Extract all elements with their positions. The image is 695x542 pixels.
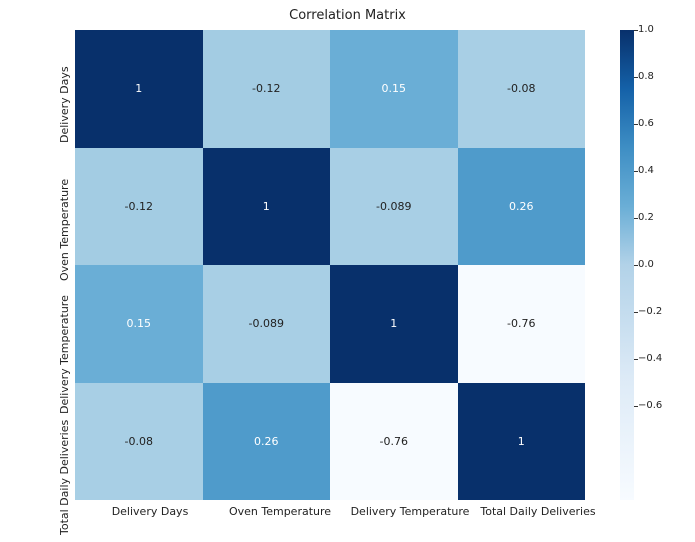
heatmap-cell: -0.089 — [203, 265, 331, 383]
colorbar-tick-label: −0.4 — [638, 353, 662, 364]
heatmap-row: -0.080.26-0.761 — [75, 383, 585, 501]
heatmap-cell: 1 — [330, 265, 458, 383]
heatmap-cell: 0.26 — [458, 148, 586, 266]
x-axis-label: Total Daily Deliveries — [468, 505, 608, 518]
heatmap-cell: -0.12 — [75, 148, 203, 266]
colorbar-tick-label: 0.4 — [638, 165, 654, 176]
y-axis-label: Total Daily Deliveries — [58, 412, 71, 542]
colorbar-tick-label: 0.2 — [638, 212, 654, 223]
heatmap-cell: -0.089 — [330, 148, 458, 266]
x-axis-label: Oven Temperature — [220, 505, 340, 518]
colorbar-tick-label: 0.6 — [638, 118, 654, 129]
x-axis-label: Delivery Days — [100, 505, 200, 518]
heatmap-cell: 0.26 — [203, 383, 331, 501]
x-axis-label: Delivery Temperature — [340, 505, 480, 518]
y-axis-label: Delivery Temperature — [58, 290, 71, 420]
colorbar-tick-label: 0.8 — [638, 71, 654, 82]
colorbar-tick-label: −0.6 — [638, 400, 662, 411]
heatmap-row: -0.121-0.0890.26 — [75, 148, 585, 266]
colorbar — [620, 30, 634, 500]
heatmap-cell: -0.76 — [330, 383, 458, 501]
heatmap-cell: 1 — [75, 30, 203, 148]
heatmap-grid: 1-0.120.15-0.08-0.121-0.0890.260.15-0.08… — [75, 30, 585, 500]
heatmap-cell: 1 — [458, 383, 586, 501]
heatmap-cell: -0.08 — [75, 383, 203, 501]
heatmap-row: 0.15-0.0891-0.76 — [75, 265, 585, 383]
colorbar-tick-label: −0.2 — [638, 306, 662, 317]
heatmap-cell: 1 — [203, 148, 331, 266]
heatmap-cell: 0.15 — [330, 30, 458, 148]
heatmap-row: 1-0.120.15-0.08 — [75, 30, 585, 148]
heatmap-cell: 0.15 — [75, 265, 203, 383]
colorbar-tick-label: 0.0 — [638, 259, 654, 270]
colorbar-tick-label: 1.0 — [638, 24, 654, 35]
chart-title: Correlation Matrix — [0, 8, 695, 23]
heatmap-cell: -0.12 — [203, 30, 331, 148]
heatmap-cell: -0.76 — [458, 265, 586, 383]
y-axis-label: Oven Temperature — [58, 175, 71, 285]
y-axis-label: Delivery Days — [58, 55, 71, 155]
heatmap-cell: -0.08 — [458, 30, 586, 148]
